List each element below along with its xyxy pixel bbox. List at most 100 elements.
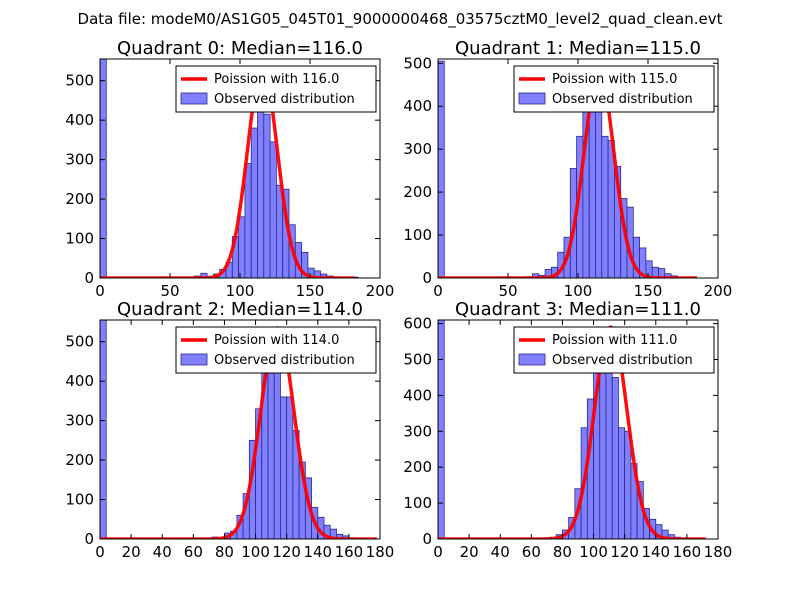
x-tick-label: 0 — [433, 543, 443, 561]
y-tick-label: 300 — [403, 140, 432, 158]
histogram-bar — [618, 427, 626, 539]
histogram-bar — [100, 59, 107, 278]
x-tick-label: 140 — [641, 543, 670, 561]
legend-patch-swatch — [518, 92, 546, 105]
histogram-bar — [438, 60, 445, 278]
axes-frame — [99, 319, 381, 540]
x-tick-label: 100 — [579, 543, 608, 561]
poisson-curve — [100, 67, 356, 278]
y-tick-label: 300 — [403, 422, 432, 440]
y-tick-label: 100 — [65, 230, 94, 248]
x-tick-label: 100 — [241, 543, 270, 561]
x-tick-label: 0 — [95, 282, 105, 300]
y-tick-label: 0 — [84, 269, 94, 287]
panel-title: Quadrant 3: Median=111.0 — [455, 299, 701, 320]
histogram-bar — [269, 141, 277, 278]
x-tick-label: 120 — [272, 543, 301, 561]
panel-title: Quadrant 0: Median=116.0 — [117, 38, 363, 59]
histogram-bar — [286, 396, 294, 539]
histogram-bar — [267, 368, 275, 539]
histogram-bar — [595, 97, 603, 278]
histogram-bar — [280, 396, 288, 539]
x-tick-label: 50 — [160, 282, 179, 300]
legend: Poission with 111.0 Observed distribution — [513, 326, 715, 374]
x-tick-label: 180 — [704, 543, 733, 561]
x-tick-label: 0 — [95, 543, 105, 561]
legend: Poission with 115.0 Observed distribution — [513, 65, 715, 113]
histogram-bar — [611, 377, 619, 539]
y-tick-label: 400 — [65, 372, 94, 390]
panel-title: Quadrant 1: Median=115.0 — [455, 38, 701, 59]
y-tick-label: 0 — [422, 530, 432, 548]
x-tick-label: 50 — [498, 282, 517, 300]
panel-quadrant-2: 0 20 40 60 80 100 120 140 160 1800100200300400500… — [65, 299, 394, 561]
x-tick-label: 150 — [634, 282, 663, 300]
y-tick-label: 200 — [403, 183, 432, 201]
x-tick-label: 60 — [184, 543, 203, 561]
legend-label-poisson: Poission with 116.0 — [214, 72, 339, 87]
legend-box — [175, 326, 377, 374]
y-tick-label: 200 — [403, 458, 432, 476]
poisson-curve — [438, 325, 707, 539]
histogram-bar — [601, 135, 609, 278]
x-tick-label: 100 — [564, 282, 593, 300]
y-tick-label: 0 — [84, 530, 94, 548]
histogram-bar — [263, 113, 271, 278]
x-tick-label: 100 — [226, 282, 255, 300]
legend-patch-swatch — [180, 353, 208, 366]
x-tick-label: 200 — [704, 282, 733, 300]
histogram-bar — [244, 163, 252, 278]
y-tick-label: 200 — [65, 190, 94, 208]
x-tick-label: 150 — [296, 282, 325, 300]
y-tick-label: 400 — [403, 386, 432, 404]
legend-patch-swatch — [518, 353, 546, 366]
legend: Poission with 114.0 Observed distribution — [175, 326, 377, 374]
legend-label-poisson: Poission with 114.0 — [214, 333, 339, 348]
panel-quadrant-1: 0 50 100 150 200 0 100 200 300 400 500 Quadrant 1: … — [403, 38, 732, 300]
poisson-curve — [100, 326, 378, 539]
axes-frame — [437, 319, 719, 540]
y-tick-label: 300 — [65, 412, 94, 430]
legend-label-poisson: Poission with 111.0 — [552, 333, 677, 348]
y-tick-label: 100 — [403, 494, 432, 512]
x-tick-label: 20 — [460, 543, 479, 561]
legend-label-observed: Observed distribution — [552, 92, 693, 107]
legend-label-observed: Observed distribution — [214, 353, 355, 368]
x-tick-label: 200 — [366, 282, 395, 300]
y-tick-label: 600 — [403, 315, 432, 333]
legend-box — [513, 65, 715, 113]
x-tick-label: 60 — [522, 543, 541, 561]
y-tick-label: 400 — [403, 97, 432, 115]
y-tick-label: 400 — [65, 111, 94, 129]
histogram-bar — [658, 268, 666, 278]
y-tick-label: 300 — [65, 151, 94, 169]
x-tick-label: 20 — [122, 543, 141, 561]
x-tick-label: 40 — [153, 543, 172, 561]
histogram-bar — [438, 320, 445, 539]
legend-label-observed: Observed distribution — [552, 353, 693, 368]
histogram-bar — [238, 216, 246, 278]
panel-title: Quadrant 2: Median=114.0 — [117, 299, 363, 320]
y-tick-label: 500 — [403, 350, 432, 368]
x-tick-label: 180 — [366, 543, 395, 561]
y-tick-label: 200 — [65, 451, 94, 469]
histogram-bar — [588, 110, 596, 278]
y-tick-label: 500 — [403, 54, 432, 72]
y-tick-label: 100 — [65, 491, 94, 509]
x-tick-label: 140 — [303, 543, 332, 561]
x-tick-label: 160 — [335, 543, 364, 561]
histogram-bar — [624, 430, 632, 539]
y-tick-label: 0 — [422, 269, 432, 287]
legend-patch-swatch — [180, 92, 208, 105]
y-tick-label: 500 — [65, 333, 94, 351]
panel-quadrant-3: 0 20 40 60 80 100 120 140 160 1800100200300400500… — [403, 299, 732, 561]
histogram-bar — [100, 320, 107, 539]
histogram-bar — [250, 127, 258, 278]
legend-label-observed: Observed distribution — [214, 92, 355, 107]
x-tick-label: 0 — [433, 282, 443, 300]
y-tick-label: 500 — [65, 72, 94, 90]
figure-suptitle: Data file: modeM0/AS1G05_045T01_90000004… — [78, 10, 723, 29]
x-tick-label: 120 — [610, 543, 639, 561]
